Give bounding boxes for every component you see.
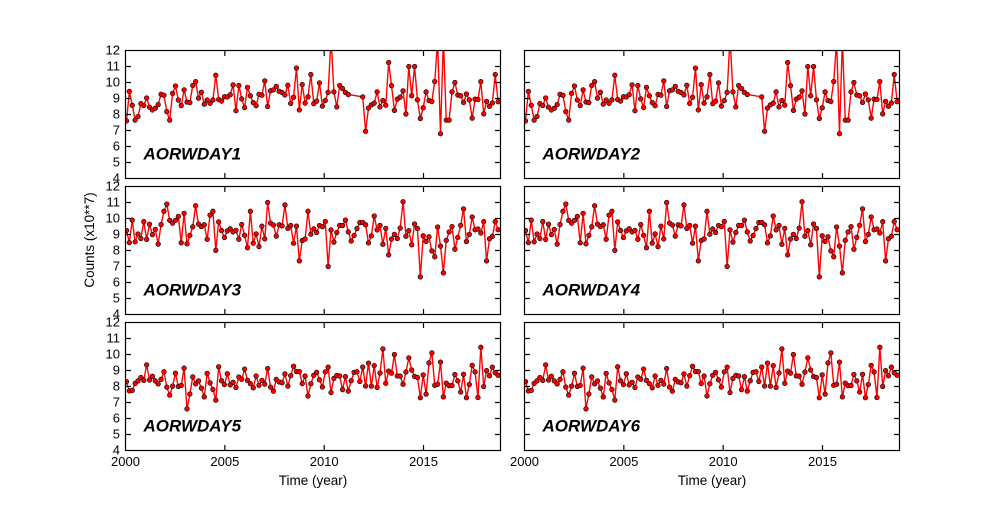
svg-text:2015: 2015 bbox=[409, 454, 438, 469]
svg-text:8: 8 bbox=[113, 242, 120, 257]
svg-text:2000: 2000 bbox=[510, 454, 539, 469]
svg-text:7: 7 bbox=[113, 394, 120, 409]
svg-text:6: 6 bbox=[113, 138, 120, 153]
svg-text:10: 10 bbox=[106, 74, 120, 89]
svg-text:8: 8 bbox=[113, 378, 120, 393]
svg-text:10: 10 bbox=[106, 346, 120, 361]
svg-text:8: 8 bbox=[113, 106, 120, 121]
svg-text:AORWDAY3: AORWDAY3 bbox=[143, 281, 242, 300]
svg-text:11: 11 bbox=[107, 194, 121, 209]
svg-text:4: 4 bbox=[113, 170, 120, 185]
svg-text:12: 12 bbox=[106, 314, 120, 329]
svg-text:9: 9 bbox=[113, 226, 120, 241]
svg-text:5: 5 bbox=[113, 290, 120, 305]
svg-text:12: 12 bbox=[106, 42, 120, 57]
svg-text:Time (year): Time (year) bbox=[279, 473, 348, 488]
svg-text:2010: 2010 bbox=[310, 454, 339, 469]
svg-text:2005: 2005 bbox=[210, 454, 239, 469]
svg-text:2010: 2010 bbox=[709, 454, 738, 469]
svg-text:9: 9 bbox=[113, 90, 120, 105]
svg-text:7: 7 bbox=[113, 258, 120, 273]
svg-text:10: 10 bbox=[106, 210, 120, 225]
svg-text:2005: 2005 bbox=[609, 454, 638, 469]
svg-text:6: 6 bbox=[113, 274, 120, 289]
svg-text:11: 11 bbox=[107, 58, 121, 73]
svg-text:12: 12 bbox=[106, 178, 120, 193]
svg-text:4: 4 bbox=[113, 442, 120, 457]
svg-text:9: 9 bbox=[113, 362, 120, 377]
svg-text:11: 11 bbox=[107, 330, 121, 345]
svg-text:AORWDAY2: AORWDAY2 bbox=[542, 145, 641, 164]
svg-text:5: 5 bbox=[113, 154, 120, 169]
svg-text:7: 7 bbox=[113, 122, 120, 137]
svg-text:2015: 2015 bbox=[808, 454, 837, 469]
svg-text:AORWDAY1: AORWDAY1 bbox=[143, 145, 242, 164]
svg-text:4: 4 bbox=[113, 306, 120, 321]
svg-text:AORWDAY5: AORWDAY5 bbox=[143, 417, 242, 436]
svg-text:6: 6 bbox=[113, 410, 120, 425]
svg-text:5: 5 bbox=[113, 426, 120, 441]
svg-text:AORWDAY4: AORWDAY4 bbox=[542, 281, 641, 300]
svg-text:Time (year): Time (year) bbox=[678, 473, 747, 488]
svg-text:Counts (x10**7): Counts (x10**7) bbox=[82, 192, 97, 287]
svg-text:AORWDAY6: AORWDAY6 bbox=[542, 417, 641, 436]
svg-text:2000: 2000 bbox=[111, 454, 140, 469]
